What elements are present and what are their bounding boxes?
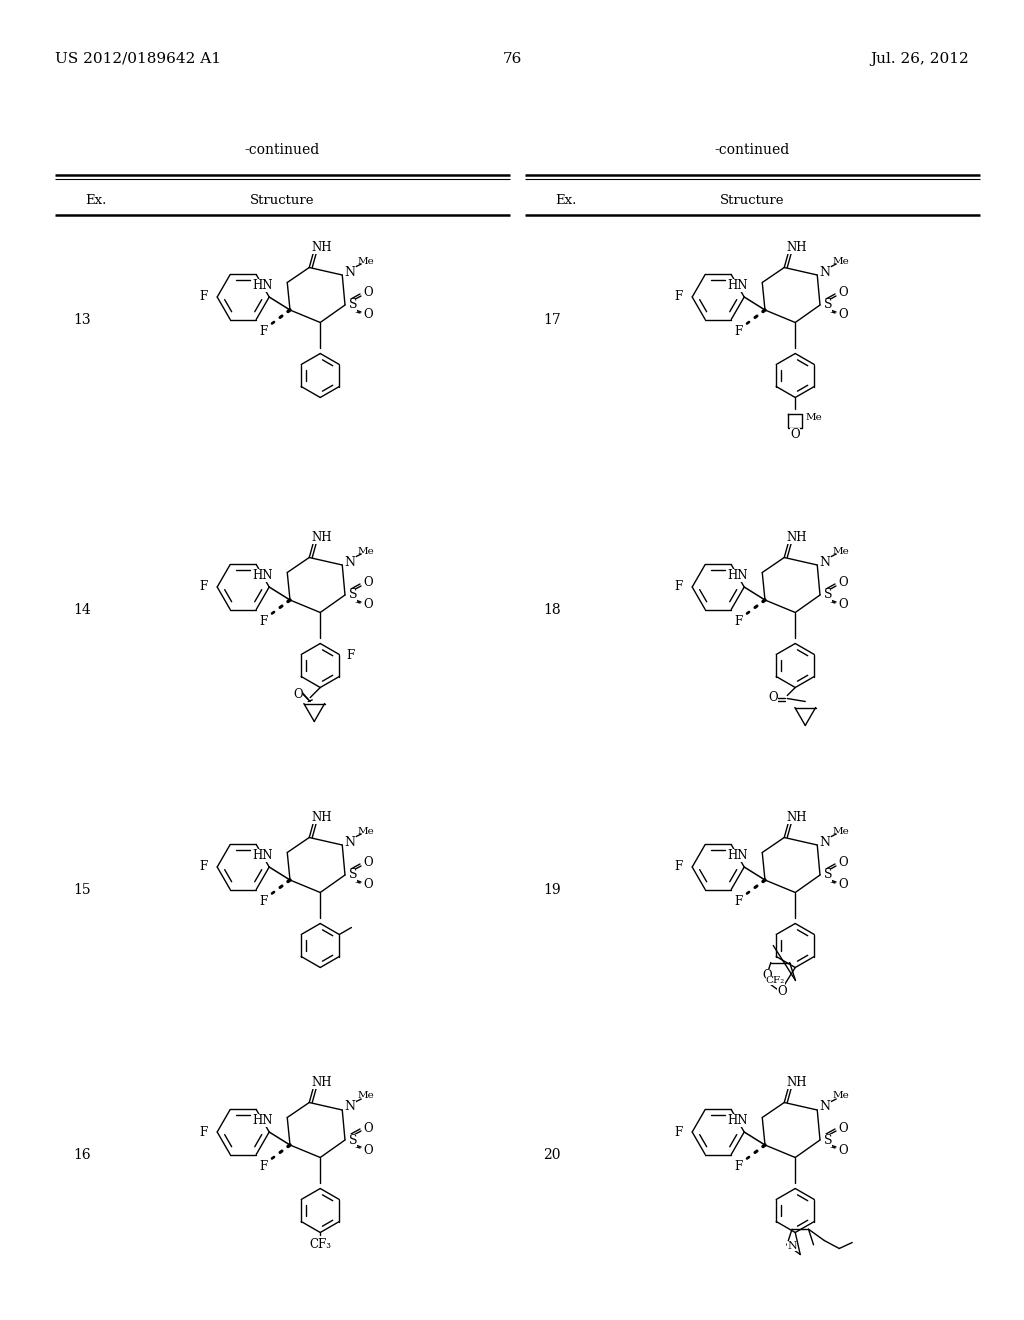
Text: O: O xyxy=(791,428,800,441)
Text: 18: 18 xyxy=(543,603,560,616)
Text: Ex.: Ex. xyxy=(85,194,106,207)
Text: Me: Me xyxy=(833,256,850,265)
Text: NH: NH xyxy=(311,1076,332,1089)
Text: O: O xyxy=(839,286,848,300)
Text: N: N xyxy=(820,836,830,849)
Text: NH: NH xyxy=(311,242,332,253)
Text: Me: Me xyxy=(357,546,375,556)
Text: 19: 19 xyxy=(543,883,560,898)
Text: N: N xyxy=(787,1241,797,1251)
Text: S: S xyxy=(823,869,833,882)
Text: 15: 15 xyxy=(73,883,91,898)
Text: F: F xyxy=(259,895,267,908)
Text: 76: 76 xyxy=(503,51,521,66)
Text: Structure: Structure xyxy=(720,194,784,207)
Text: NH: NH xyxy=(786,810,807,824)
Text: 17: 17 xyxy=(543,313,561,327)
Text: F: F xyxy=(734,325,742,338)
Text: S: S xyxy=(349,298,357,312)
Text: O: O xyxy=(839,857,848,870)
Text: HN: HN xyxy=(728,279,749,292)
Text: O: O xyxy=(839,1143,848,1156)
Text: O: O xyxy=(364,577,373,590)
Text: HN: HN xyxy=(253,279,273,292)
Text: O: O xyxy=(777,985,786,998)
Text: -continued: -continued xyxy=(245,143,319,157)
Text: F: F xyxy=(259,325,267,338)
Text: N: N xyxy=(820,556,830,569)
Text: O: O xyxy=(294,688,303,701)
Text: O: O xyxy=(364,879,373,891)
Text: HN: HN xyxy=(253,1114,273,1127)
Text: 16: 16 xyxy=(73,1148,91,1162)
Text: HN: HN xyxy=(728,849,749,862)
Text: N: N xyxy=(345,836,355,849)
Text: O: O xyxy=(839,598,848,611)
Text: NH: NH xyxy=(311,810,332,824)
Text: N: N xyxy=(345,1101,355,1114)
Text: S: S xyxy=(823,1134,833,1147)
Text: F: F xyxy=(674,1126,682,1138)
Text: O: O xyxy=(364,309,373,322)
Text: Jul. 26, 2012: Jul. 26, 2012 xyxy=(870,51,969,66)
Text: F: F xyxy=(674,861,682,874)
Text: O: O xyxy=(364,1143,373,1156)
Text: F: F xyxy=(674,581,682,594)
Text: Ex.: Ex. xyxy=(555,194,577,207)
Text: S: S xyxy=(349,1134,357,1147)
Text: Me: Me xyxy=(806,412,822,421)
Text: O: O xyxy=(839,879,848,891)
Text: N: N xyxy=(345,265,355,279)
Text: HN: HN xyxy=(728,569,749,582)
Text: NH: NH xyxy=(786,242,807,253)
Text: O: O xyxy=(364,1122,373,1134)
Text: F: F xyxy=(199,1126,207,1138)
Text: F: F xyxy=(199,290,207,304)
Text: Me: Me xyxy=(357,256,375,265)
Text: O: O xyxy=(364,598,373,611)
Text: N: N xyxy=(820,1101,830,1114)
Text: O: O xyxy=(763,969,772,982)
Text: S: S xyxy=(349,869,357,882)
Text: N: N xyxy=(345,556,355,569)
Text: F: F xyxy=(199,581,207,594)
Text: F: F xyxy=(734,895,742,908)
Text: US 2012/0189642 A1: US 2012/0189642 A1 xyxy=(55,51,221,66)
Text: NH: NH xyxy=(786,1076,807,1089)
Text: HN: HN xyxy=(253,569,273,582)
Text: F: F xyxy=(734,1160,742,1173)
Text: O: O xyxy=(839,309,848,322)
Text: NH: NH xyxy=(786,531,807,544)
Text: O: O xyxy=(768,690,778,704)
Text: F: F xyxy=(259,615,267,628)
Text: Structure: Structure xyxy=(250,194,314,207)
Text: Me: Me xyxy=(833,546,850,556)
Text: F: F xyxy=(734,615,742,628)
Text: F: F xyxy=(674,290,682,304)
Text: Me: Me xyxy=(357,1092,375,1101)
Text: F: F xyxy=(259,1160,267,1173)
Text: CF₃: CF₃ xyxy=(309,1238,331,1251)
Text: O: O xyxy=(364,857,373,870)
Text: HN: HN xyxy=(728,1114,749,1127)
Text: 14: 14 xyxy=(73,603,91,616)
Text: 20: 20 xyxy=(543,1148,560,1162)
Text: Me: Me xyxy=(833,1092,850,1101)
Text: O: O xyxy=(364,286,373,300)
Text: -continued: -continued xyxy=(715,143,790,157)
Text: Me: Me xyxy=(357,826,375,836)
Text: 13: 13 xyxy=(73,313,91,327)
Text: N: N xyxy=(820,265,830,279)
Text: NH: NH xyxy=(311,531,332,544)
Text: F: F xyxy=(199,861,207,874)
Text: O: O xyxy=(839,577,848,590)
Text: S: S xyxy=(823,298,833,312)
Text: Me: Me xyxy=(833,826,850,836)
Text: CF₂: CF₂ xyxy=(766,975,784,985)
Text: O: O xyxy=(839,1122,848,1134)
Text: F: F xyxy=(346,649,354,663)
Text: S: S xyxy=(349,589,357,602)
Text: HN: HN xyxy=(253,849,273,862)
Text: S: S xyxy=(823,589,833,602)
